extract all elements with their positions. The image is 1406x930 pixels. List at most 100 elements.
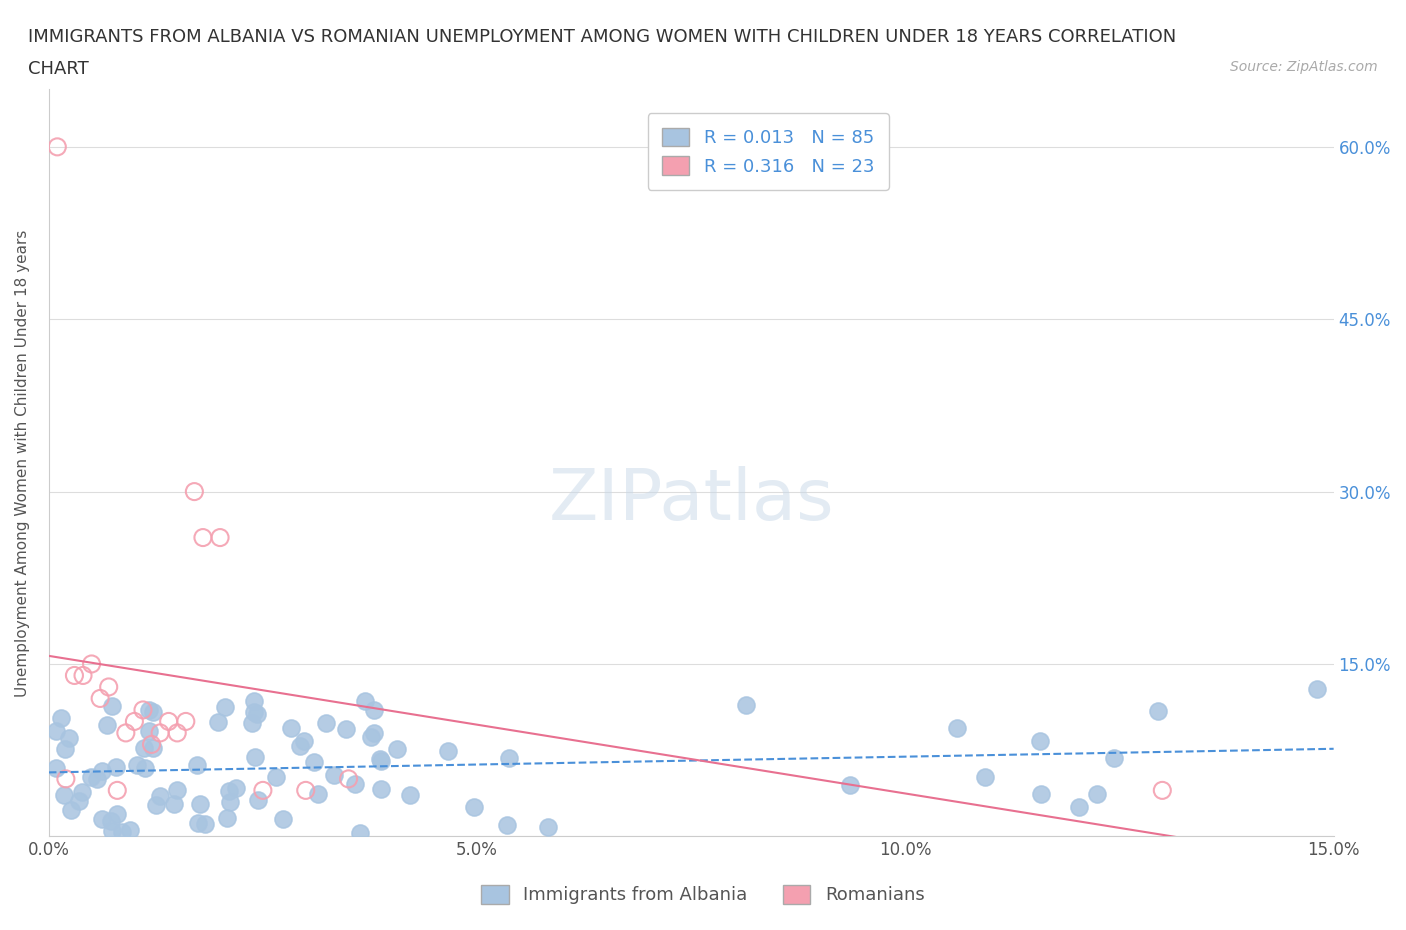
- Point: [53, 788, 76, 803]
- Point: [537, 819, 560, 834]
- Point: [97, 680, 120, 695]
- Point: [280, 721, 302, 736]
- Point: [1152, 783, 1174, 798]
- Point: [132, 740, 155, 755]
- Point: [344, 776, 367, 790]
- Point: [323, 767, 346, 782]
- Point: [55, 772, 77, 787]
- Point: [1069, 800, 1091, 815]
- Point: [96, 718, 118, 733]
- Point: [294, 783, 316, 798]
- Point: [191, 530, 214, 545]
- Point: [183, 485, 205, 499]
- Point: [157, 714, 180, 729]
- Point: [463, 800, 485, 815]
- Point: [72, 668, 94, 683]
- Point: [288, 738, 311, 753]
- Point: [149, 725, 172, 740]
- Point: [1085, 787, 1108, 802]
- Point: [498, 751, 520, 766]
- Point: [225, 780, 247, 795]
- Point: [838, 777, 860, 792]
- Point: [215, 811, 238, 826]
- Point: [368, 751, 391, 766]
- Point: [247, 792, 270, 807]
- Point: [45, 724, 67, 738]
- Point: [89, 691, 111, 706]
- Point: [271, 812, 294, 827]
- Point: [46, 140, 69, 154]
- Point: [110, 825, 132, 840]
- Point: [91, 812, 114, 827]
- Point: [243, 750, 266, 764]
- Point: [735, 698, 758, 712]
- Point: [120, 822, 142, 837]
- Point: [187, 816, 209, 830]
- Point: [370, 754, 392, 769]
- Point: [58, 730, 80, 745]
- Point: [145, 797, 167, 812]
- Point: [315, 715, 337, 730]
- Point: [360, 729, 382, 744]
- Text: ZIPatlas: ZIPatlas: [548, 466, 834, 535]
- Point: [141, 737, 163, 751]
- Point: [60, 803, 83, 817]
- Point: [127, 758, 149, 773]
- Text: CHART: CHART: [28, 60, 89, 78]
- Point: [132, 702, 155, 717]
- Point: [134, 761, 156, 776]
- Point: [335, 722, 357, 737]
- Point: [370, 781, 392, 796]
- Text: Source: ZipAtlas.com: Source: ZipAtlas.com: [1230, 60, 1378, 74]
- Point: [252, 783, 274, 798]
- Point: [242, 693, 264, 708]
- Point: [101, 698, 124, 713]
- Point: [240, 716, 263, 731]
- Point: [363, 725, 385, 740]
- Point: [387, 742, 409, 757]
- Point: [307, 787, 329, 802]
- Point: [304, 755, 326, 770]
- Point: [353, 694, 375, 709]
- Point: [86, 772, 108, 787]
- Point: [45, 761, 67, 776]
- Point: [1029, 733, 1052, 748]
- Point: [67, 794, 90, 809]
- Point: [188, 796, 211, 811]
- Point: [138, 703, 160, 718]
- Point: [363, 703, 385, 718]
- Y-axis label: Unemployment Among Women with Children Under 18 years: Unemployment Among Women with Children U…: [15, 229, 30, 697]
- Point: [186, 757, 208, 772]
- Point: [100, 814, 122, 829]
- Point: [1306, 682, 1329, 697]
- Point: [437, 744, 460, 759]
- Point: [124, 714, 146, 729]
- Point: [104, 760, 127, 775]
- Point: [214, 699, 236, 714]
- Point: [292, 734, 315, 749]
- Point: [218, 794, 240, 809]
- Point: [496, 817, 519, 832]
- Point: [246, 707, 269, 722]
- Point: [194, 817, 217, 831]
- Point: [349, 825, 371, 840]
- Point: [105, 806, 128, 821]
- Point: [166, 783, 188, 798]
- Point: [398, 788, 420, 803]
- Point: [264, 769, 287, 784]
- Point: [946, 721, 969, 736]
- Text: IMMIGRANTS FROM ALBANIA VS ROMANIAN UNEMPLOYMENT AMONG WOMEN WITH CHILDREN UNDER: IMMIGRANTS FROM ALBANIA VS ROMANIAN UNEM…: [28, 28, 1177, 46]
- Point: [166, 725, 188, 740]
- Point: [138, 724, 160, 738]
- Point: [209, 530, 232, 545]
- Point: [105, 783, 128, 798]
- Point: [218, 784, 240, 799]
- Point: [63, 668, 86, 683]
- Point: [53, 741, 76, 756]
- Point: [337, 772, 360, 787]
- Point: [142, 704, 165, 719]
- Point: [163, 796, 186, 811]
- Point: [100, 824, 122, 839]
- Point: [80, 657, 103, 671]
- Point: [49, 711, 72, 725]
